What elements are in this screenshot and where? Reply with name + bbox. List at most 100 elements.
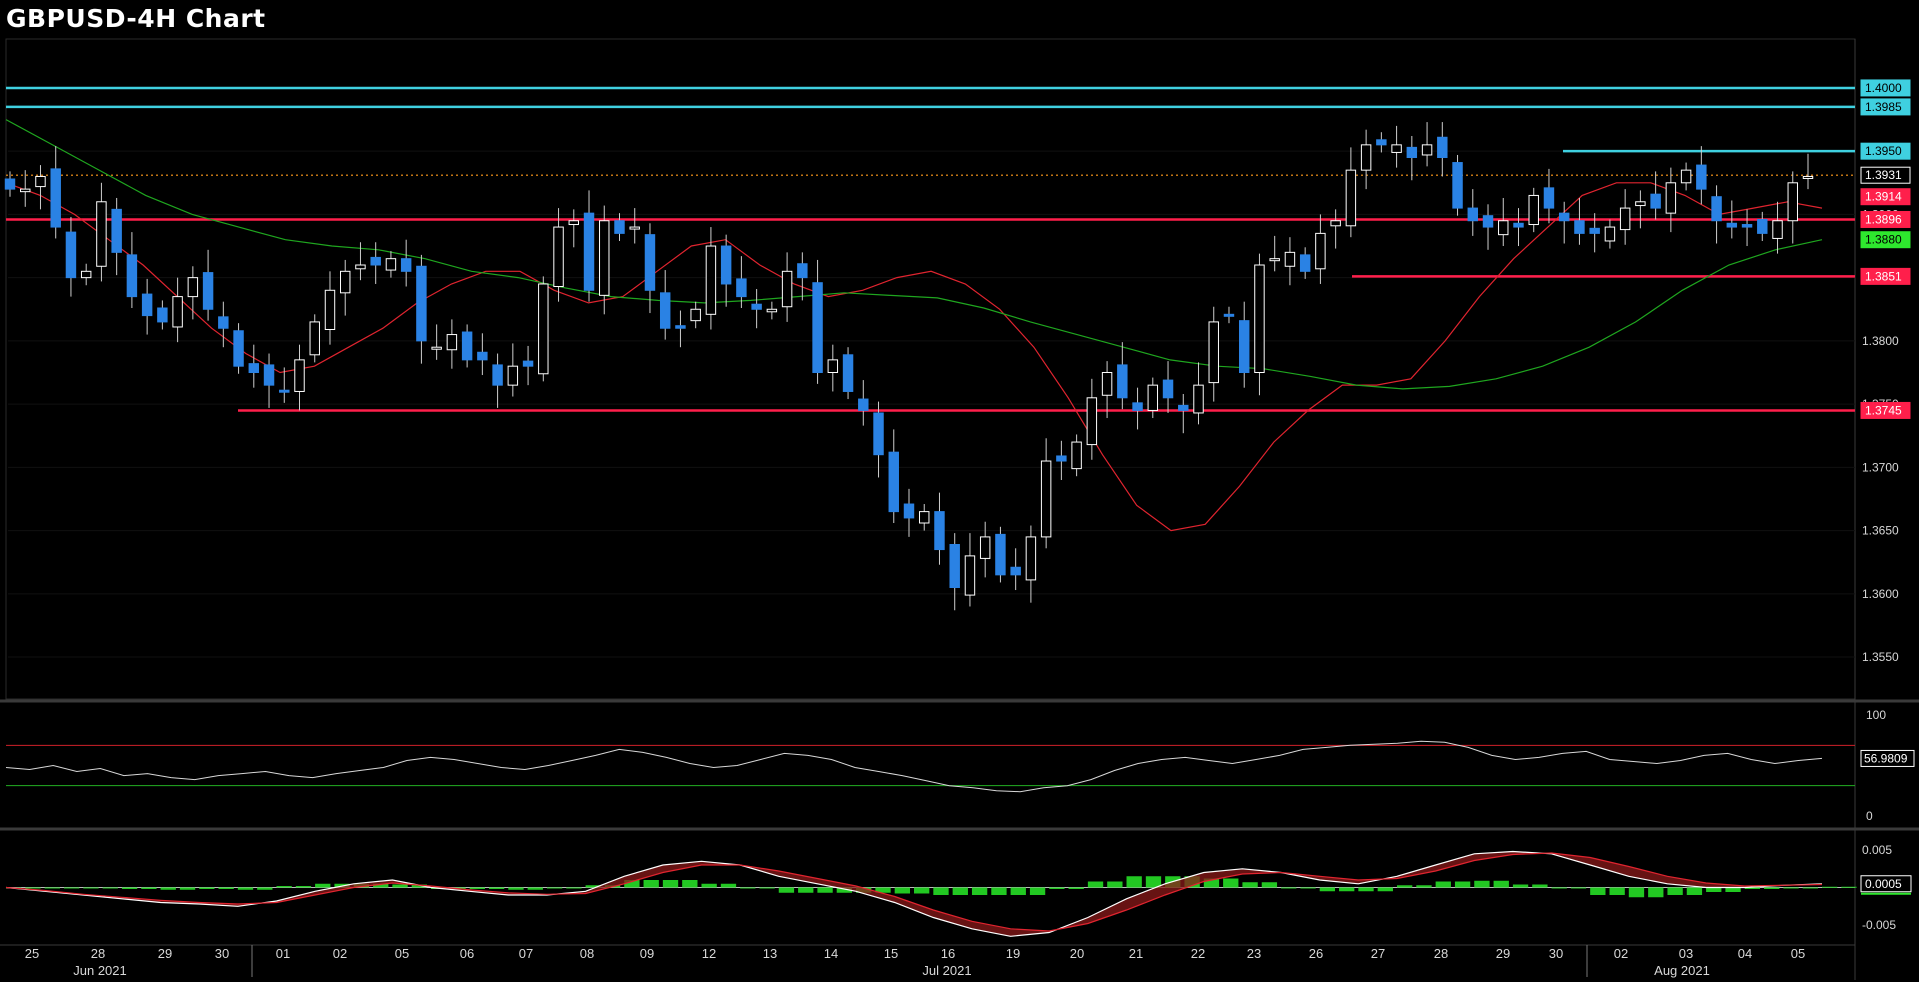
candle-up (309, 321, 320, 356)
candle-up (538, 283, 549, 375)
panel-frame (0, 38, 1919, 980)
candle-down (1558, 212, 1570, 222)
macd-histogram-bar (1667, 887, 1683, 895)
day-tick-label: 12 (702, 946, 716, 961)
price-tick-label: 1.3550 (1862, 650, 1899, 664)
candle-down (416, 265, 427, 342)
candle-down (279, 389, 290, 393)
candle-up (431, 346, 442, 350)
candle-up (629, 226, 640, 230)
candle-down (1726, 222, 1738, 228)
day-tick-label: 25 (25, 946, 39, 961)
candle-down (675, 325, 686, 329)
day-tick-label: 14 (824, 946, 838, 961)
day-tick-label: 15 (884, 946, 898, 961)
macd-histogram-bar (1512, 884, 1529, 888)
day-tick-label: 22 (1191, 946, 1205, 961)
macd-histogram-bar (1087, 881, 1104, 888)
macd-histogram-bar (1744, 887, 1761, 889)
price-tick-label: 1.3600 (1862, 587, 1899, 601)
rsi-tick-label: 0 (1866, 809, 1873, 823)
candle-up (1604, 226, 1616, 242)
candle-down (233, 330, 244, 367)
macd-histogram-bar (1358, 887, 1374, 892)
candle-up (1665, 182, 1677, 214)
candle-down (1056, 455, 1067, 462)
price-tag-label: 1.3985 (1865, 100, 1902, 114)
candle-down (1650, 193, 1661, 209)
macd-histogram-bar (1242, 882, 1258, 888)
candle-up (385, 258, 397, 271)
macd-histogram-bar (218, 887, 234, 889)
candle-up (294, 359, 305, 392)
macd-histogram-bar (44, 887, 60, 889)
candle-up (1193, 384, 1204, 414)
macd-histogram-bar (1107, 881, 1123, 888)
macd-histogram-bar (160, 887, 176, 890)
macd-histogram-bar (1377, 887, 1393, 892)
candle-up (1040, 460, 1052, 538)
macd-histogram-bar (546, 887, 563, 889)
candle-down (949, 544, 960, 588)
candle-down (1299, 254, 1311, 272)
chart-title: GBPUSD-4H Chart (6, 4, 266, 33)
candle-up (1619, 207, 1631, 231)
candle-up (96, 201, 107, 267)
candle-up (187, 277, 199, 298)
macd-histogram-bar (1029, 887, 1046, 895)
candle-down (1117, 364, 1128, 399)
candle-down (141, 293, 153, 317)
macd-histogram-bar (315, 883, 331, 888)
candle-up (964, 555, 976, 596)
macd-histogram-bar (237, 887, 254, 890)
price-tag-label: 1.3931 (1865, 168, 1902, 182)
candle-up (1254, 264, 1265, 373)
price-tag-box (1860, 231, 1911, 249)
macd-histogram-bar (1454, 881, 1471, 888)
macd-signal-fill (6, 851, 1822, 937)
candle-up (599, 220, 610, 296)
candle-up (1101, 372, 1113, 396)
day-tick-label: 04 (1738, 946, 1752, 961)
candle-down (1589, 227, 1600, 234)
macd-panel: 0.005 -0.005 0.0005 (5, 843, 1912, 937)
macd-histogram-bar (1686, 887, 1703, 895)
rsi-panel: 100 0 56.9809 (5, 708, 1915, 823)
macd-histogram-bar (624, 880, 640, 888)
candle-up (1025, 536, 1037, 581)
day-tick-label: 26 (1309, 946, 1323, 961)
macd-histogram-bar (392, 884, 408, 888)
candle-up (446, 334, 458, 351)
month-tick-label: Jul 2021 (922, 963, 971, 978)
candle-up (1802, 175, 1814, 179)
macd-histogram-bar (1281, 887, 1297, 889)
price-tag-label: 1.3851 (1865, 269, 1902, 283)
candle-down (644, 234, 656, 291)
sma-fast-line (5, 182, 1823, 532)
candle-up (766, 308, 778, 313)
macd-histogram-bar (1416, 885, 1432, 888)
macd-histogram-bar (585, 885, 601, 888)
price-tag-box (1860, 79, 1911, 97)
macd-histogram-bar (778, 887, 795, 893)
time-axis: 25 28 29 30 01 02 05 06 07 08 09 12 13 14 15 16 19 20 21 22… (25, 946, 1805, 978)
candle-up (1635, 201, 1646, 207)
macd-histogram-bar (836, 887, 853, 893)
day-tick-label: 05 (395, 946, 409, 961)
macd-histogram-bar (25, 887, 41, 889)
macd-histogram-bar (740, 887, 756, 889)
candle-down (461, 331, 473, 361)
macd-histogram-bar (1764, 887, 1780, 889)
macd-histogram-bar (1570, 887, 1587, 889)
candle-down (111, 208, 122, 253)
macd-histogram-bar (373, 883, 389, 888)
candle-up (1269, 258, 1280, 262)
sma-slow-line (5, 119, 1823, 390)
macd-histogram-bar (682, 880, 698, 888)
candle-up (20, 188, 31, 193)
candle-down (1574, 220, 1585, 234)
candle-down (1376, 139, 1387, 146)
candle-down (370, 256, 381, 266)
